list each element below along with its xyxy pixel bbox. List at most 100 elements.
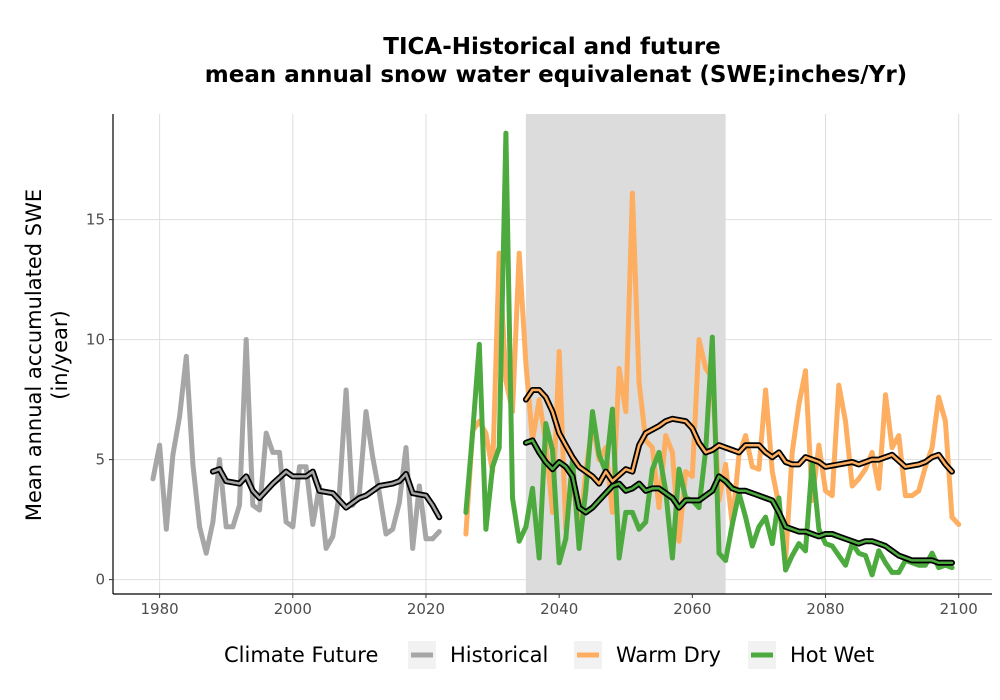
legend-entries: Historical Warm Dry Hot Wet	[408, 641, 874, 669]
series-point	[250, 502, 256, 508]
series-point	[203, 550, 209, 556]
series-point	[916, 562, 922, 568]
x-tick-label: 1980	[141, 600, 179, 618]
series-point	[576, 546, 582, 551]
axes	[112, 114, 992, 595]
series-point	[323, 546, 329, 551]
series-point	[869, 450, 875, 455]
series-point	[796, 541, 802, 546]
series-point	[470, 430, 475, 436]
series-point	[836, 553, 842, 558]
series-point	[669, 555, 675, 561]
series-point	[723, 558, 729, 563]
smoothed-lines	[209, 387, 955, 566]
series-point	[823, 488, 828, 494]
series-point	[789, 553, 795, 558]
series-line-historical	[150, 337, 442, 556]
series-point	[696, 337, 702, 342]
series-point	[563, 536, 569, 542]
y-tick-label: 15	[86, 211, 105, 229]
series-point	[776, 495, 782, 501]
series-point	[789, 450, 795, 455]
series-point	[243, 337, 249, 342]
series-point	[709, 334, 715, 340]
series-point	[876, 548, 882, 554]
series-point	[503, 130, 509, 136]
series-point	[763, 387, 768, 393]
series-point	[763, 514, 768, 520]
series-point	[556, 560, 562, 566]
series-point	[716, 550, 722, 556]
series-point	[803, 548, 808, 554]
series-point	[843, 418, 848, 424]
series-point	[729, 522, 735, 527]
series-point	[510, 495, 515, 501]
series-point	[756, 524, 762, 530]
series-point	[749, 543, 755, 549]
series-point	[550, 447, 555, 453]
series-point	[430, 536, 436, 542]
series-point	[463, 531, 469, 537]
series-point	[703, 366, 709, 371]
series-point	[496, 445, 502, 450]
series-point	[183, 354, 189, 359]
series-point	[217, 457, 222, 462]
series-point	[416, 483, 422, 489]
smoothed-line-hot-wet	[524, 439, 954, 565]
series-point	[883, 560, 888, 566]
series-point	[656, 505, 662, 510]
series-point	[676, 466, 682, 472]
series-point	[723, 462, 729, 467]
series-point	[476, 342, 482, 347]
series-point	[903, 493, 908, 498]
series-point	[543, 421, 549, 426]
legend: Climate Future Historical Warm Dry Hot Wet	[224, 641, 874, 669]
series-point	[556, 349, 562, 354]
series-point	[856, 550, 862, 556]
smoothed-line-warm-dry	[524, 388, 954, 485]
series-lines	[150, 130, 962, 578]
series-point	[436, 529, 442, 534]
series-point	[636, 526, 642, 532]
series-point	[863, 466, 868, 472]
series-point	[916, 488, 922, 494]
series-point	[263, 430, 269, 436]
series-point	[796, 402, 802, 407]
series-point	[583, 488, 589, 494]
series-point	[190, 462, 196, 467]
series-point	[863, 553, 868, 558]
chart-subtitle: mean annual snow water equivalenat (SWE;…	[205, 62, 907, 88]
series-point	[649, 445, 655, 450]
legend-title: Climate Future	[224, 643, 378, 667]
series-point	[383, 531, 389, 537]
series-point	[923, 562, 928, 568]
series-point	[889, 445, 895, 450]
series-point	[823, 541, 828, 546]
series-point	[656, 450, 662, 455]
series-point	[949, 514, 955, 520]
series-point	[856, 476, 862, 482]
series-point	[516, 538, 522, 544]
series-point	[630, 190, 635, 196]
series-point	[896, 433, 902, 438]
series-point	[643, 519, 649, 525]
x-tick-label: 2000	[274, 600, 312, 618]
series-point	[942, 418, 948, 424]
series-point	[649, 466, 655, 472]
series-point	[590, 409, 595, 414]
series-point	[403, 445, 409, 450]
series-point	[523, 361, 529, 366]
x-tick-label: 2040	[540, 600, 578, 618]
series-point	[330, 534, 336, 539]
series-point	[503, 378, 509, 383]
series-point	[370, 454, 376, 460]
series-point	[363, 409, 369, 414]
series-point	[297, 464, 302, 470]
series-point	[929, 445, 935, 450]
y-axis-label-line1: Mean annual accumulated SWE	[22, 189, 46, 521]
series-point	[396, 500, 402, 506]
series-point	[909, 493, 915, 498]
series-point	[836, 382, 842, 388]
series-point	[390, 526, 396, 532]
